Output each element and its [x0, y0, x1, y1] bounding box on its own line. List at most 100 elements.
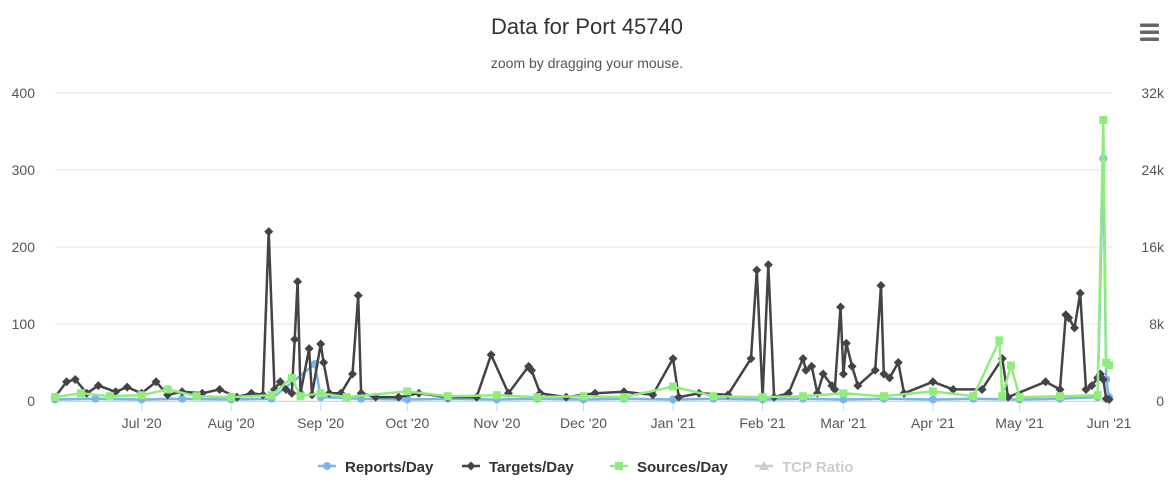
targets-day-point[interactable]	[668, 354, 678, 364]
sources-day-point[interactable]	[403, 387, 412, 396]
hamburger-menu-icon[interactable]	[1134, 17, 1164, 47]
sources-day-point[interactable]	[342, 393, 351, 402]
sources-day-point[interactable]	[879, 392, 888, 401]
targets-day-point[interactable]	[752, 265, 762, 275]
reports-day-point[interactable]	[928, 395, 937, 404]
y-left-tick-label: 300	[12, 162, 36, 178]
targets-day-point[interactable]	[293, 277, 303, 287]
sources-day-point[interactable]	[137, 391, 146, 400]
targets-day-point[interactable]	[394, 392, 404, 402]
targets-day-point[interactable]	[1055, 384, 1065, 394]
targets-day-point[interactable]	[316, 339, 326, 349]
targets-day-point[interactable]	[841, 338, 851, 348]
sources-day-point[interactable]	[798, 392, 807, 401]
targets-day-point[interactable]	[818, 369, 828, 379]
sources-day-point[interactable]	[998, 392, 1007, 401]
legend-item-reports-day[interactable]: Reports/Day	[318, 459, 434, 476]
targets-day-point[interactable]	[122, 382, 132, 392]
legend-item-tcp-ratio[interactable]: TCP Ratio	[755, 459, 853, 476]
targets-day-point[interactable]	[1104, 394, 1114, 404]
targets-day-point[interactable]	[879, 369, 889, 379]
targets-day-point[interactable]	[264, 227, 274, 237]
reports-day-point[interactable]	[403, 395, 412, 404]
sources-day-point[interactable]	[492, 391, 501, 400]
targets-day-point[interactable]	[62, 377, 72, 387]
sources-day-point[interactable]	[669, 382, 678, 391]
targets-day-point[interactable]	[290, 334, 300, 344]
sources-day-point[interactable]	[51, 393, 59, 402]
legend-item-sources-day[interactable]: Sources/Day	[610, 459, 729, 476]
targets-day-point[interactable]	[215, 384, 225, 394]
targets-day-point[interactable]	[838, 369, 848, 379]
targets-day-point[interactable]	[801, 365, 811, 375]
sources-day-point[interactable]	[709, 392, 718, 401]
targets-day-point[interactable]	[1098, 374, 1108, 384]
targets-day-point[interactable]	[948, 384, 958, 394]
reports-day-point[interactable]	[178, 394, 187, 403]
sources-day-point[interactable]	[758, 393, 767, 402]
targets-day-point[interactable]	[527, 365, 537, 375]
targets-day-point[interactable]	[486, 350, 496, 360]
targets-day-point[interactable]	[893, 358, 903, 367]
sources-day-point[interactable]	[1093, 391, 1102, 400]
reports-day-point[interactable]	[839, 395, 848, 404]
sources-day-point[interactable]	[192, 392, 201, 401]
targets-day-point[interactable]	[353, 291, 363, 301]
targets-day-point[interactable]	[275, 377, 285, 387]
sources-day-point[interactable]	[1006, 361, 1015, 370]
targets-day-point[interactable]	[1069, 323, 1079, 333]
sources-day-point[interactable]	[163, 385, 172, 394]
sources-day-point[interactable]	[443, 392, 452, 401]
targets-day-point[interactable]	[347, 369, 357, 379]
targets-day-point[interactable]	[807, 361, 817, 371]
sources-day-point[interactable]	[995, 336, 1004, 345]
targets-day-point[interactable]	[281, 384, 291, 394]
targets-day-point[interactable]	[1041, 377, 1051, 387]
sources-day-point[interactable]	[227, 393, 236, 402]
legend-item-targets-day[interactable]: Targets/Day	[462, 459, 574, 476]
targets-day-point[interactable]	[876, 281, 886, 290]
targets-day-point[interactable]	[287, 388, 297, 398]
targets-day-point[interactable]	[836, 302, 846, 312]
sources-day-point[interactable]	[1056, 392, 1065, 401]
sources-day-point[interactable]	[579, 392, 588, 401]
sources-day-point[interactable]	[839, 389, 848, 398]
targets-day-point[interactable]	[1075, 288, 1085, 298]
legend-label-tcp-ratio: TCP Ratio	[782, 459, 853, 476]
sources-day-point[interactable]	[287, 373, 296, 382]
sources-day-point[interactable]	[969, 392, 978, 401]
targets-day-point[interactable]	[319, 358, 329, 367]
targets-day-point[interactable]	[928, 377, 938, 387]
targets-day-point[interactable]	[798, 354, 808, 364]
targets-day-point[interactable]	[763, 260, 773, 270]
sources-day-point[interactable]	[296, 392, 305, 401]
targets-day-point[interactable]	[1087, 381, 1097, 391]
targets-day-point[interactable]	[830, 384, 840, 394]
sources-day-point[interactable]	[928, 387, 937, 396]
sources-day-point[interactable]	[267, 391, 276, 400]
targets-day-point[interactable]	[885, 373, 895, 383]
targets-day-point[interactable]	[674, 392, 684, 402]
targets-day-point[interactable]	[847, 361, 857, 371]
sources-day-point[interactable]	[105, 392, 114, 401]
targets-day-point[interactable]	[746, 354, 756, 364]
targets-day-point[interactable]	[70, 374, 80, 384]
targets-day-point[interactable]	[1064, 313, 1074, 323]
targets-day-point[interactable]	[93, 381, 103, 391]
sources-day-point[interactable]	[1015, 393, 1024, 402]
reports-day-point[interactable]	[91, 394, 100, 403]
sources-day-point[interactable]	[533, 393, 542, 402]
sources-day-point[interactable]	[1105, 361, 1114, 370]
sources-day-point[interactable]	[619, 393, 628, 402]
targets-day-point[interactable]	[1081, 384, 1091, 394]
targets-day-point[interactable]	[853, 381, 863, 391]
targets-day-point[interactable]	[151, 377, 161, 387]
targets-day-point[interactable]	[870, 365, 880, 375]
sources-day-point[interactable]	[76, 389, 85, 398]
sources-day-point[interactable]	[316, 389, 325, 398]
targets-day-point[interactable]	[977, 384, 987, 394]
sources-day-point[interactable]	[1099, 115, 1108, 124]
targets-day-point[interactable]	[304, 344, 314, 354]
